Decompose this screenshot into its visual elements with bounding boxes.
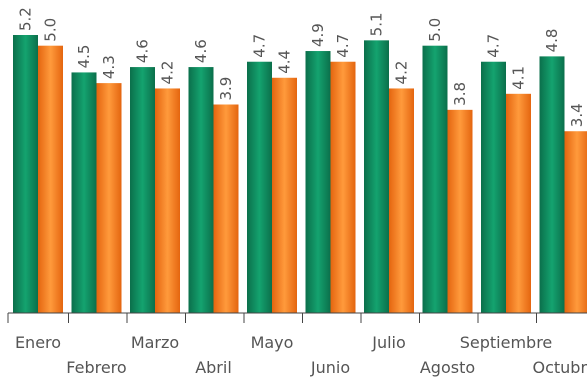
bar-series-1-julio <box>364 40 389 313</box>
bar-series-2-abril <box>213 104 239 313</box>
category-label-abril: Abril <box>195 358 232 377</box>
bar-series-1-marzo <box>130 67 155 313</box>
value-label-series-2-marzo: 4.2 <box>159 61 177 85</box>
category-label-julio: Julio <box>371 333 406 352</box>
value-label-series-2-junio: 4.7 <box>334 34 352 58</box>
value-label-series-2-agosto: 3.8 <box>451 82 469 106</box>
category-label-agosto: Agosto <box>420 358 475 377</box>
value-label-series-1-julio: 5.1 <box>368 12 386 36</box>
bar-series-2-octubre <box>564 131 587 313</box>
category-labels-layer: Enero Febrero Marzo Abril Mayo Junio Julio Agos… <box>15 333 587 377</box>
value-label-series-1-junio: 4.9 <box>309 23 327 47</box>
bar-series-1-febrero <box>71 72 97 313</box>
bar-series-2-mayo <box>272 77 297 314</box>
bar-series-1-enero <box>13 35 38 313</box>
value-label-series-2-mayo: 4.4 <box>276 50 294 74</box>
category-label-febrero: Febrero <box>66 358 126 377</box>
bar-series-2-septiembre <box>506 93 531 313</box>
value-label-series-1-mayo: 4.7 <box>251 34 269 58</box>
category-label-marzo: Marzo <box>131 333 179 352</box>
bar-series-2-febrero <box>96 83 122 313</box>
bar-series-2-junio <box>330 61 356 313</box>
value-label-series-2-octubre: 3.4 <box>568 103 586 127</box>
category-label-septiembre: Septiembre <box>460 333 553 352</box>
value-label-series-2-julio: 4.2 <box>393 61 411 85</box>
category-label-junio: Junio <box>310 358 350 377</box>
bar-series-2-enero <box>38 45 63 313</box>
value-label-series-1-abril: 4.6 <box>192 39 210 63</box>
bar-series-1-septiembre <box>481 61 506 313</box>
bar-series-1-agosto <box>422 45 448 313</box>
bars-layer <box>13 35 587 314</box>
bar-series-2-agosto <box>447 109 473 313</box>
value-labels-layer: 5.2 5.0 4.5 4.3 4.6 4.2 4.6 3.9 4.7 4.4 4.9 4.7 5.1 4… <box>17 7 587 127</box>
bar-series-1-mayo <box>247 61 272 313</box>
bar-series-1-junio <box>305 51 331 314</box>
value-label-series-2-enero: 5.0 <box>42 18 60 42</box>
category-label-mayo: Mayo <box>251 333 294 352</box>
category-label-octubre: Octubre <box>532 358 587 377</box>
value-label-series-2-febrero: 4.3 <box>100 55 118 79</box>
value-label-series-1-octubre: 4.8 <box>543 29 561 53</box>
value-label-series-1-septiembre: 4.7 <box>485 34 503 58</box>
value-label-series-2-septiembre: 4.1 <box>510 66 528 90</box>
x-axis <box>7 312 587 323</box>
value-label-series-1-enero: 5.2 <box>17 7 35 31</box>
category-label-enero: Enero <box>15 333 61 352</box>
bar-series-2-julio <box>389 88 414 313</box>
value-label-series-1-marzo: 4.6 <box>134 39 152 63</box>
value-label-series-1-agosto: 5.0 <box>426 18 444 42</box>
value-label-series-1-febrero: 4.5 <box>75 45 93 69</box>
bar-series-2-marzo <box>155 88 180 313</box>
bar-series-1-abril <box>188 67 214 313</box>
value-label-series-2-abril: 3.9 <box>217 77 235 101</box>
bar-series-1-octubre <box>539 56 565 314</box>
